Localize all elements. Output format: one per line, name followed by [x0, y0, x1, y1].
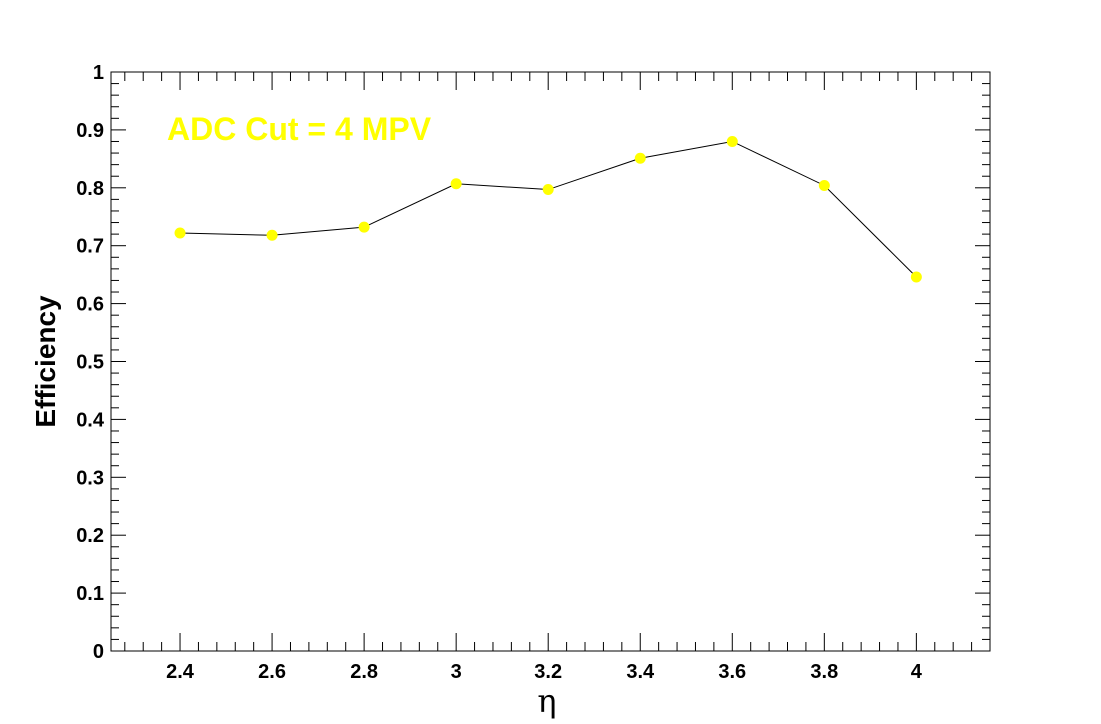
x-tick-label: 4 [911, 661, 923, 683]
x-tick-labels: 2.4 2.6 2.8 3 3.2 3.4 3.6 3.8 4 [166, 661, 923, 683]
y-tick-label: 0.6 [76, 294, 104, 316]
y-tick-label: 0.7 [76, 236, 104, 258]
data-point [634, 152, 646, 164]
data-point [266, 229, 278, 241]
data-point [818, 179, 830, 191]
x-tick-label: 3.8 [810, 661, 838, 683]
x-tick-label: 3.2 [534, 661, 562, 683]
y-tick-label: 0.5 [76, 352, 104, 374]
annotation-label: ADC Cut = 4 MPV [167, 111, 432, 147]
data-point [726, 135, 738, 147]
data-point [910, 271, 922, 283]
data-point [542, 184, 554, 196]
x-tick-label: 3.4 [626, 661, 655, 683]
y-tick-label: 1 [93, 62, 104, 84]
series-markers [174, 135, 922, 283]
data-point [174, 227, 186, 239]
x-axis-title: η [537, 682, 556, 720]
x-tick-label: 2.6 [258, 661, 286, 683]
axis-ticks [111, 71, 991, 652]
data-point [450, 178, 462, 190]
series-line [180, 140, 917, 278]
y-tick-label: 0 [93, 641, 104, 663]
y-tick-label: 0.1 [76, 583, 104, 605]
y-tick-labels: 0 0.1 0.2 0.3 0.4 0.5 0.6 0.7 0.8 0.9 1 [76, 62, 105, 663]
x-tick-label: 2.8 [350, 661, 378, 683]
data-point [358, 221, 370, 233]
x-tick-label: 3 [451, 661, 462, 683]
y-axis-title: Efficiency [30, 295, 61, 428]
x-tick-label: 3.6 [718, 661, 746, 683]
y-tick-label: 0.3 [76, 467, 104, 489]
y-tick-label: 0.4 [76, 409, 105, 431]
y-tick-label: 0.2 [76, 525, 104, 547]
plot-frame [110, 71, 991, 652]
x-tick-label: 2.4 [166, 661, 195, 683]
y-tick-label: 0.9 [76, 120, 104, 142]
y-tick-label: 0.8 [76, 178, 104, 200]
